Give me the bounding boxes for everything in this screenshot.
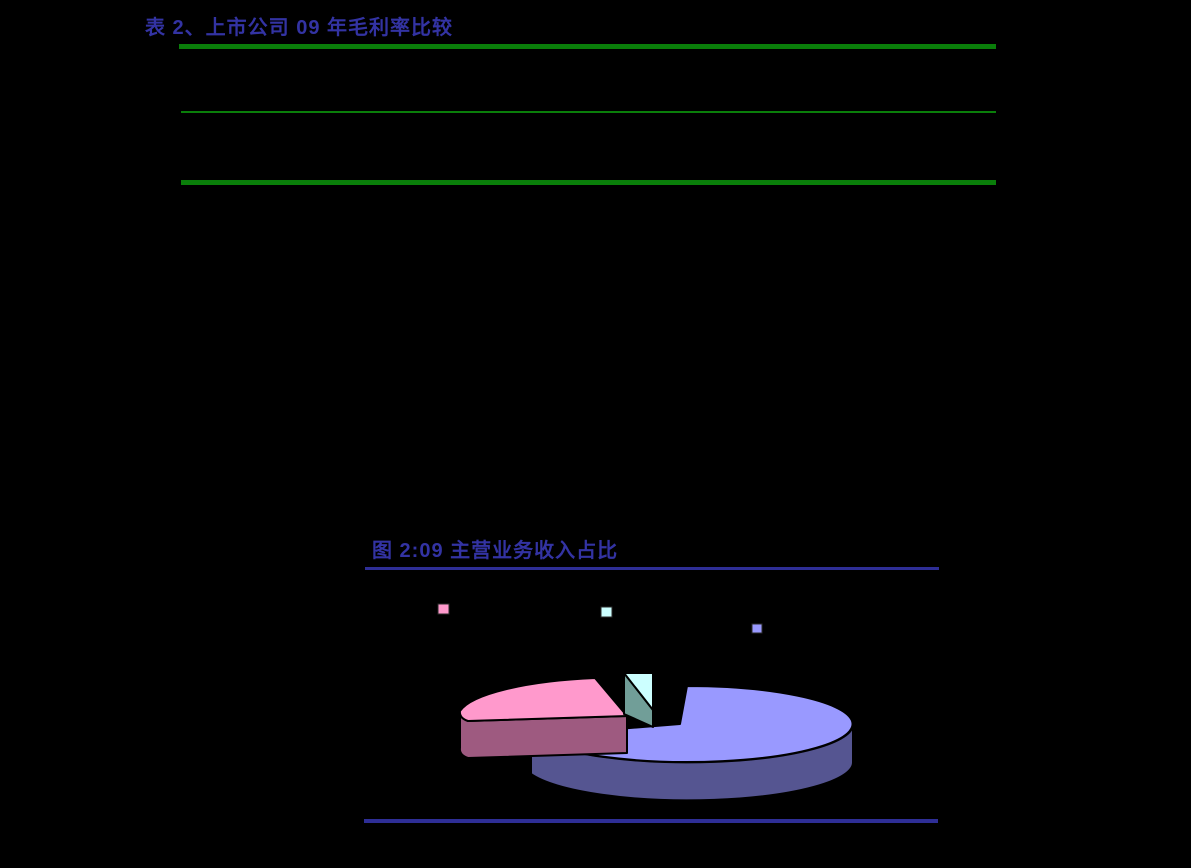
legend-swatch-pink-icon xyxy=(437,603,450,615)
table-rule-header xyxy=(181,111,996,113)
figure-bottom-rule xyxy=(364,819,938,823)
table-rule-top xyxy=(179,44,996,49)
legend-swatch-periwinkle-icon xyxy=(751,623,763,634)
pie-slice-cyan-top xyxy=(623,672,654,711)
table-rule-bottom xyxy=(181,180,996,185)
table-caption: 表 2、上市公司 09 年毛利率比较 xyxy=(145,17,454,39)
pie-slice-pink-top xyxy=(458,677,628,722)
legend-swatch-cyan-icon xyxy=(600,606,613,618)
figure-caption: 图 2:09 主营业务收入占比 xyxy=(372,540,619,562)
figure-caption-rule xyxy=(365,567,939,570)
